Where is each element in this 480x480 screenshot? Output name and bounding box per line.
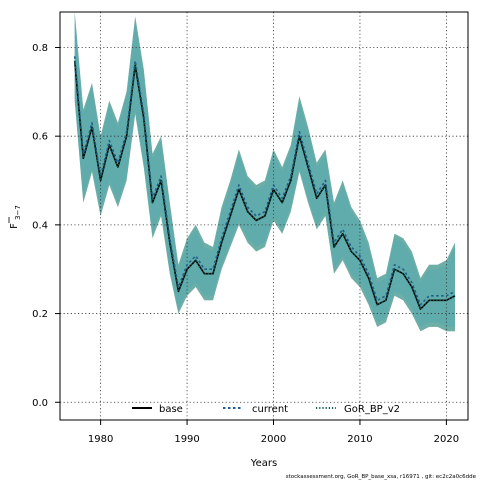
y-tick-label: 0.2 — [32, 309, 48, 320]
svg-text:F 3−7: F 3−7 — [9, 205, 22, 229]
y-axis: 0.0 0.2 0.4 0.6 0.8 — [32, 43, 60, 409]
legend: base current GoR_BP_v2 — [132, 404, 400, 415]
y-tick-label: 0.0 — [32, 398, 48, 409]
legend-label-GoR_BP_v2: GoR_BP_v2 — [344, 404, 400, 415]
y-axis-title: F 3−7 — [8, 205, 22, 229]
x-tick-label: 2020 — [434, 434, 459, 445]
y-tick-label: 0.6 — [32, 132, 48, 143]
band-GoR_BP_v2 — [74, 12, 455, 332]
x-tick-label: 1980 — [88, 434, 113, 445]
y-tick-label: 0.8 — [32, 43, 48, 54]
x-tick-label: 1990 — [174, 434, 199, 445]
legend-label-current: current — [252, 404, 288, 415]
x-axis: 1980 1990 2000 2010 2020 — [88, 420, 459, 445]
y-axis-title-sub: 3−7 — [14, 205, 22, 220]
y-axis-title-main: F — [9, 223, 20, 229]
confidence-bands — [74, 12, 455, 332]
x-tick-label: 2000 — [261, 434, 286, 445]
series-line-GoR_BP_v2 — [74, 60, 456, 310]
series-line-current — [73, 56, 456, 306]
plot-frame — [59, 11, 469, 421]
footer-credit: stockassessment.org, GoR_BP_base_xsa, r1… — [286, 474, 477, 480]
x-tick-label: 2010 — [347, 434, 372, 445]
series-lines — [73, 56, 456, 310]
legend-label-base: base — [159, 404, 183, 415]
x-axis-title: Years — [250, 458, 277, 469]
y-tick-label: 0.4 — [32, 220, 48, 231]
